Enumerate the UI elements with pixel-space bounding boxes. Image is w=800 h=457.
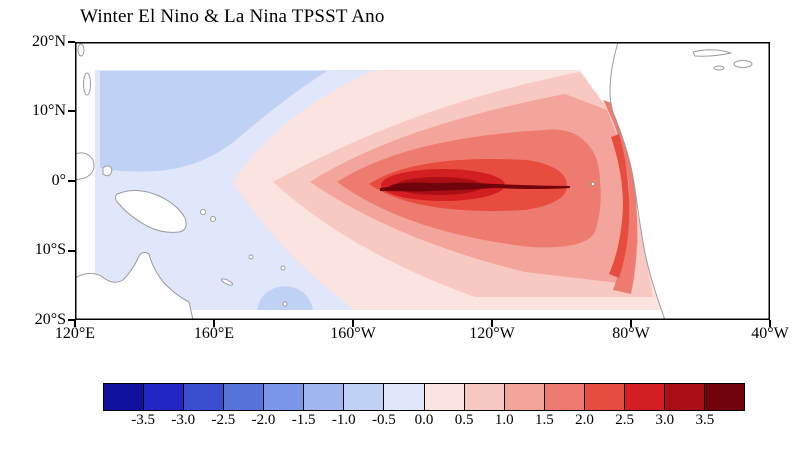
- island-sulawesi: [102, 165, 113, 177]
- colorbar-cell: [703, 384, 744, 410]
- coastlines: [75, 42, 770, 320]
- plot-border: [75, 42, 770, 320]
- colorbar-label: -2.5: [211, 412, 236, 428]
- x-tick-label: 160°W: [330, 325, 376, 342]
- colorbar-cell: [423, 384, 464, 410]
- island-new-caledonia: [220, 278, 234, 286]
- x-tick-label: 160°E: [193, 325, 235, 342]
- colorbar-label: 2.0: [575, 412, 594, 428]
- colorbar-cell: [143, 384, 184, 410]
- colorbar-label: 2.5: [615, 412, 634, 428]
- colorbar-label: 1.5: [535, 412, 554, 428]
- colorbar-cell: [104, 384, 144, 410]
- anomaly-region-2p0-coastal: [609, 134, 630, 278]
- colorbar-label: 3.0: [655, 412, 675, 428]
- x-tick-mark: [769, 320, 771, 327]
- colorbar-cell: [463, 384, 504, 410]
- map-plot: [75, 42, 770, 320]
- y-tick-mark: [68, 250, 75, 252]
- colorbar-label: 1.0: [494, 412, 514, 428]
- y-tick-label: 0°: [51, 172, 66, 189]
- colorbar-cells: [104, 384, 744, 410]
- y-tick-label: 20°N: [32, 33, 66, 50]
- colorbar-label: -3.0: [171, 412, 196, 428]
- island-small-south: [282, 301, 288, 307]
- x-tick-mark: [352, 320, 354, 327]
- y-tick-mark: [68, 41, 75, 43]
- colorbar-label: -1.0: [331, 412, 356, 428]
- colorbar-cell: [583, 384, 624, 410]
- island-jamaica: [713, 65, 725, 71]
- colorbar-label: -2.0: [251, 412, 276, 428]
- anomaly-core: [389, 182, 445, 192]
- y-tick-mark: [68, 319, 75, 321]
- island-hispaniola: [733, 60, 753, 68]
- land-americas: [610, 42, 770, 320]
- colorbar-label: -3.5: [131, 412, 155, 428]
- y-tick-mark: [68, 180, 75, 182]
- colorbar-label: 0.0: [414, 412, 434, 428]
- colorbar-label: 3.5: [695, 412, 715, 428]
- coastline-americas: [609, 42, 666, 320]
- x-tick-label: 40°W: [751, 325, 789, 342]
- island-taiwan: [77, 43, 85, 57]
- colorbar-cell: [543, 384, 584, 410]
- colorbar-labels: -3.5 -3.0 -2.5 -2.0 -1.5 -1.0 -0.5 0.0 0.5 1.0 1.5…: [103, 412, 745, 432]
- x-tick-label: 80°W: [612, 325, 650, 342]
- y-tick-label: 20°S: [34, 311, 66, 328]
- colorbar-cell: [303, 384, 344, 410]
- anomaly-region-neg1p0-northwest: [100, 71, 327, 172]
- island-solomon-2: [210, 216, 216, 222]
- colorbar-cell: [623, 384, 664, 410]
- colorbar-cell: [503, 384, 544, 410]
- x-tick-mark: [491, 320, 493, 327]
- x-tick-mark: [213, 320, 215, 327]
- map-svg: [75, 42, 770, 320]
- island-cuba: [692, 49, 732, 57]
- y-tick-label: 10°S: [34, 241, 66, 258]
- y-tick-mark: [68, 110, 75, 112]
- x-tick-mark: [630, 320, 632, 327]
- anomaly-region-neg1p0-south: [257, 286, 313, 310]
- island-galapagos: [590, 181, 596, 187]
- colorbar-cell: [263, 384, 304, 410]
- colorbar: [103, 383, 745, 411]
- colorbar-label: 0.5: [454, 412, 474, 428]
- anomaly-region-1p5-coastal: [603, 100, 638, 294]
- colorbar-cell: [343, 384, 384, 410]
- x-tick-label: 120°E: [54, 325, 96, 342]
- colorbar-cell: [223, 384, 264, 410]
- land-australia: [75, 251, 194, 320]
- island-borneo: [75, 152, 95, 181]
- island-philippines: [83, 72, 91, 96]
- island-vanuatu: [248, 254, 254, 260]
- y-tick-label: 10°N: [32, 102, 66, 119]
- island-fiji: [280, 265, 286, 271]
- colorbar-cell: [663, 384, 704, 410]
- x-tick-label: 120°W: [469, 325, 515, 342]
- colorbar-cell: [183, 384, 224, 410]
- colorbar-label: -1.5: [291, 412, 316, 428]
- colorbar-label: -0.5: [372, 412, 396, 428]
- chart-title: Winter El Nino & La Nina TPSST Ano: [80, 6, 385, 27]
- island-new-guinea: [114, 190, 187, 233]
- sst-field: [95, 70, 663, 310]
- x-tick-mark: [74, 320, 76, 327]
- colorbar-cell: [383, 384, 424, 410]
- island-solomon-1: [200, 209, 206, 215]
